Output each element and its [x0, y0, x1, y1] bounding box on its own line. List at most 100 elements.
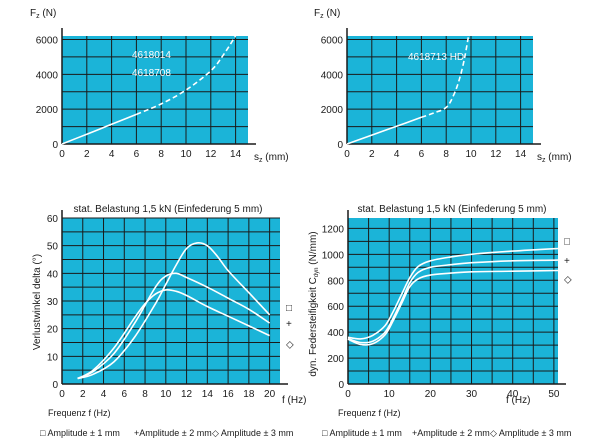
x-tick-label: 14 — [202, 389, 214, 400]
series-line-1 — [347, 247, 559, 340]
y-axis-label-2: Fz (N) — [314, 8, 340, 20]
series-group-3 — [77, 241, 271, 380]
x-tick-label: 0 — [59, 149, 65, 160]
series-group-1 — [61, 35, 237, 145]
plot-area-4 — [348, 218, 558, 384]
x-tick-label: 14 — [515, 149, 527, 160]
series-line-2 — [421, 35, 470, 119]
grid-4 — [347, 210, 566, 385]
tick-labels-2: 0 2 4 6 8 10 12 14 0 2000 4000 6000 — [321, 35, 527, 160]
y-tick-label: 1000 — [322, 250, 345, 261]
chart-4: stat. Belastung 1,5 kN (Einfederung 5 mm… — [308, 204, 572, 418]
x-tick-label: 12 — [181, 389, 193, 400]
x-tick-label: 8 — [142, 389, 148, 400]
x-tick-label: 10 — [180, 149, 192, 160]
x-tick-label: 8 — [443, 149, 449, 160]
y-tick-label: 30 — [47, 297, 59, 308]
x-tick-label: 10 — [160, 389, 172, 400]
legend-right-item-3: ◇ Amplitude ± 3 mm — [490, 428, 571, 438]
series-markers-3: □ + ◇ — [286, 303, 294, 351]
y-tick-label: 600 — [327, 302, 344, 313]
y-tick-label: 200 — [327, 354, 344, 365]
x-tick-label: 10 — [465, 149, 477, 160]
y-tick-label: 60 — [47, 214, 59, 225]
x-axis-unit-3: f (Hz) — [282, 395, 306, 406]
legend-left-item-3: ◇ Amplitude ± 3 mm — [212, 428, 293, 438]
x-tick-label: 8 — [158, 149, 164, 160]
x-axis-caption-4: Frequenz f (Hz) — [338, 408, 401, 418]
legend-left-item-1: □ Amplitude ± 1 mm — [40, 428, 120, 438]
y-tick-label: 2000 — [36, 105, 59, 116]
chart-title-3: stat. Belastung 1,5 kN (Einfederung 5 mm… — [74, 204, 263, 215]
series-line-1 — [61, 113, 137, 145]
y-tick-label: 4000 — [36, 70, 59, 81]
x-tick-label: 40 — [507, 389, 519, 400]
x-axis-caption-3: Frequenz f (Hz) — [48, 408, 111, 418]
series-line-3 — [347, 269, 559, 346]
y-tick-label: 400 — [327, 328, 344, 339]
series-line-2 — [77, 272, 271, 380]
y-tick-label: 2000 — [321, 105, 344, 116]
legend-left-item-2: +Amplitude ± 2 mm — [134, 428, 212, 438]
series-group-4 — [347, 247, 559, 346]
tick-labels-1: 0 2 4 6 8 10 12 14 0 2000 4000 6000 — [36, 35, 242, 160]
x-tick-label: 12 — [205, 149, 217, 160]
y-tick-label: 20 — [47, 325, 59, 336]
series-marker-1: □ — [286, 303, 292, 314]
series-line-2 — [136, 35, 237, 116]
x-tick-label: 0 — [59, 389, 65, 400]
series-marker-2: + — [564, 256, 570, 267]
x-tick-label: 6 — [122, 389, 128, 400]
y-axis-label-3: Verlustwinkel delta (°) — [32, 254, 43, 350]
x-tick-label: 4 — [101, 389, 107, 400]
grid-3 — [61, 210, 288, 385]
y-tick-label: 10 — [47, 352, 59, 363]
x-tick-label: 18 — [243, 389, 255, 400]
y-tick-label: 0 — [337, 140, 343, 151]
x-tick-label: 6 — [134, 149, 140, 160]
x-tick-label: 4 — [394, 149, 400, 160]
chart-3: stat. Belastung 1,5 kN (Einfederung 5 mm… — [32, 204, 306, 418]
x-tick-label: 16 — [223, 389, 235, 400]
annotation-2: 4618713 HD — [408, 52, 464, 63]
series-line-3 — [77, 289, 270, 380]
series-marker-3: ◇ — [286, 340, 294, 351]
y-tick-label: 1200 — [322, 224, 345, 235]
x-tick-label: 14 — [230, 149, 242, 160]
y-tick-label: 50 — [47, 242, 59, 253]
plot-area-1 — [62, 36, 248, 144]
x-tick-label: 20 — [425, 389, 437, 400]
y-tick-label: 4000 — [321, 70, 344, 81]
x-tick-label: 2 — [84, 149, 90, 160]
x-tick-label: 20 — [264, 389, 276, 400]
x-tick-label: 12 — [490, 149, 502, 160]
grid-2 — [346, 28, 541, 145]
y-tick-label: 0 — [52, 140, 58, 151]
grid-1 — [61, 28, 256, 145]
x-axis-unit-4: f (Hz) — [506, 395, 530, 406]
annotation-1b: 4618708 — [132, 68, 171, 79]
y-tick-label: 0 — [52, 380, 58, 391]
y-axis-label-1: Fz (N) — [30, 8, 56, 20]
legend-right-item-1: □ Amplitude ± 1 mm — [322, 428, 402, 438]
x-tick-label: 2 — [80, 389, 86, 400]
legend-right-item-2: +Amplitude ± 2 mm — [412, 428, 490, 438]
series-line-1 — [346, 116, 422, 145]
series-marker-2: + — [286, 319, 292, 330]
y-tick-label: 6000 — [321, 35, 344, 46]
plot-area-2 — [347, 36, 533, 144]
y-tick-label: 800 — [327, 276, 344, 287]
tick-labels-4: 0 10 20 30 40 50 0 200 400 600 800 1000 1200 — [322, 224, 560, 400]
x-tick-label: 50 — [548, 389, 560, 400]
series-markers-4: □ + ◇ — [564, 236, 572, 285]
series-line-1 — [77, 241, 271, 380]
y-tick-label: 6000 — [36, 35, 59, 46]
x-tick-label: 30 — [466, 389, 478, 400]
series-marker-1: □ — [564, 236, 570, 247]
x-axis-label-1: sz (mm) — [254, 152, 289, 164]
annotation-1a: 4618014 — [132, 50, 171, 61]
y-tick-label: 40 — [47, 269, 59, 280]
